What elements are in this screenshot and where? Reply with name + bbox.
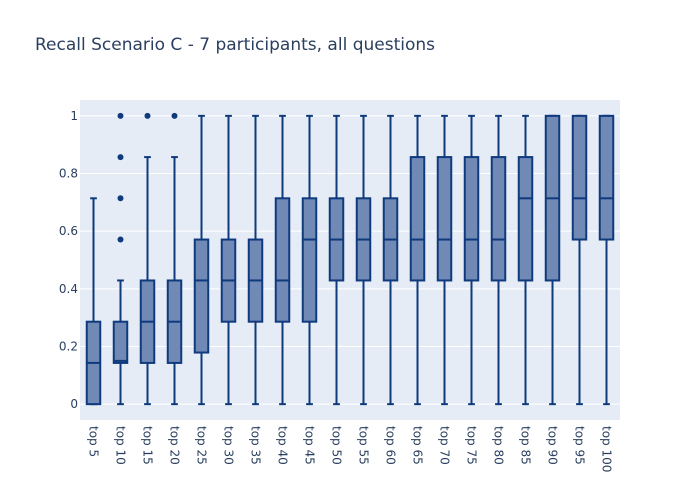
- box-top-30: [220, 114, 237, 406]
- x-tick-label: top 5: [87, 426, 101, 457]
- box-top-10: [112, 112, 129, 406]
- box-top-45: [301, 114, 318, 406]
- x-tick-label: top 55: [357, 426, 371, 465]
- iqr-box: [436, 156, 453, 282]
- x-tick-label: top 25: [195, 426, 209, 465]
- x-tick-label: top 60: [384, 426, 398, 465]
- box-top-55: [355, 114, 372, 406]
- y-tick-label: 0.8: [59, 167, 78, 181]
- box-top-100: [598, 114, 615, 406]
- iqr-box: [301, 197, 318, 323]
- x-tick-label: top 20: [168, 426, 182, 465]
- box-top-50: [328, 114, 345, 406]
- y-tick-label: 0: [70, 397, 78, 411]
- box-top-90: [544, 114, 561, 406]
- outlier-point: [117, 236, 124, 243]
- x-tick-label: top 30: [222, 426, 236, 465]
- chart-title: Recall Scenario C - 7 participants, all …: [35, 35, 435, 55]
- x-tick-label: top 90: [546, 426, 560, 465]
- box-top-75: [463, 114, 480, 406]
- x-tick-label: top 95: [573, 426, 587, 465]
- iqr-box: [193, 238, 210, 354]
- iqr-box: [274, 197, 291, 323]
- box-top-35: [247, 114, 264, 406]
- x-tick-label: top 45: [303, 426, 317, 465]
- outlier-point: [171, 112, 178, 119]
- iqr-box: [112, 320, 129, 364]
- iqr-box: [598, 114, 615, 241]
- x-tick-label: top 15: [141, 426, 155, 465]
- x-tick-label: top 80: [492, 426, 506, 465]
- x-tick-label: top 35: [249, 426, 263, 465]
- x-tick-label: top 100: [600, 426, 614, 472]
- box-top-15: [139, 112, 156, 406]
- box-top-85: [517, 114, 534, 406]
- iqr-box: [490, 156, 507, 282]
- box-top-25: [193, 114, 210, 406]
- iqr-box: [409, 156, 426, 282]
- box-top-95: [571, 114, 588, 406]
- box-top-65: [409, 114, 426, 406]
- x-tick-label: top 70: [438, 426, 452, 465]
- box-top-20: [166, 112, 183, 406]
- x-tick-label: top 85: [519, 426, 533, 465]
- x-tick-label: top 75: [465, 426, 479, 465]
- plot-area: [80, 100, 620, 420]
- x-tick-label: top 10: [114, 426, 128, 465]
- iqr-box: [517, 156, 534, 282]
- x-tick-label: top 40: [276, 426, 290, 465]
- y-tick-label: 1: [70, 109, 78, 123]
- iqr-box: [571, 114, 588, 241]
- y-tick-label: 0.6: [59, 224, 78, 238]
- outlier-point: [117, 154, 124, 161]
- box-top-5: [85, 197, 102, 406]
- x-tick-label: top 65: [411, 426, 425, 465]
- box-series: [85, 112, 615, 406]
- iqr-box: [463, 156, 480, 282]
- x-tick-label: top 50: [330, 426, 344, 465]
- outlier-point: [117, 195, 124, 202]
- y-axis: 0 0.2 0.4 0.6 0.8 1: [59, 109, 78, 411]
- box-top-80: [490, 114, 507, 406]
- box-top-70: [436, 114, 453, 406]
- y-tick-label: 0.2: [59, 339, 78, 353]
- x-axis: top 5 top 10 top 15 top 20 top 25 top 30 top 3…: [87, 426, 614, 472]
- y-tick-label: 0.4: [59, 282, 78, 296]
- outlier-point: [144, 112, 151, 119]
- box-top-60: [382, 114, 399, 406]
- box-top-40: [274, 114, 291, 406]
- outlier-point: [117, 112, 124, 119]
